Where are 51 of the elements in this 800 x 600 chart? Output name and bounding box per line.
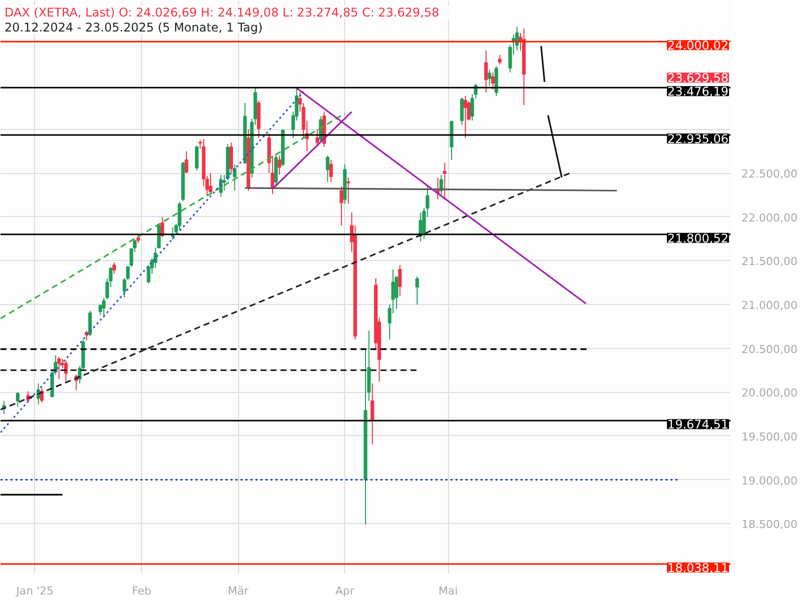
ref-line-label: 19.674,51 [667, 418, 729, 432]
candlestick [278, 155, 282, 176]
candlestick [326, 155, 330, 182]
ref-line-label: 22.935,06 [667, 132, 729, 146]
y-tick-label: 18.500,00 [742, 518, 798, 532]
ref-line-label: 24.000,02 [667, 38, 729, 53]
candlestick [340, 186, 344, 226]
candlestick [415, 276, 419, 306]
y-tick-label: 21.000,00 [742, 299, 798, 312]
candlestick [316, 128, 320, 148]
chart-title: DAX (XETRA, Last) O: 24.026,69 H: 24.149,08 L: 23.274,85 C: 23.629,58 [4, 6, 440, 20]
x-tick-label: Jan '25 [15, 584, 54, 598]
x-tick-label: Mai [438, 584, 458, 598]
candlestick [491, 72, 495, 90]
ref-line-label: 23.476,19 [667, 84, 729, 99]
candlestick [460, 97, 464, 126]
candlestick [515, 26, 519, 51]
candlestick [398, 264, 402, 296]
ref-line-label: 18.038,11 [667, 561, 729, 576]
y-tick-label: 19.500,00 [742, 430, 798, 444]
candlestick [370, 382, 374, 446]
candlestick [194, 145, 199, 171]
candlestick [232, 164, 236, 192]
text: 20.12.2024 - 23.05.2025 (5 Monate, 1 Tag) [4, 20, 263, 34]
candlestick [208, 172, 212, 193]
candlestick [184, 150, 188, 174]
candlestick [112, 262, 116, 274]
y-tick-label: 20.500,00 [742, 342, 798, 356]
ref-line-label: 21.800,52 [667, 231, 729, 246]
candlestick [488, 69, 492, 86]
candlestick [442, 162, 446, 200]
candlestick [464, 96, 468, 139]
candlestick [329, 159, 333, 182]
x-tick-label: Apr [335, 584, 355, 598]
x-tick-label: Mär [228, 584, 249, 598]
candlestick [346, 176, 350, 204]
candlestick [498, 54, 502, 65]
annotation: 23.629,58 [667, 71, 729, 86]
candlestick [88, 310, 92, 337]
y-tick-label: 21.500,00 [742, 255, 798, 268]
y-tick-label: 20.000,00 [742, 386, 798, 400]
candlestick [16, 392, 20, 408]
candlestick [57, 356, 61, 380]
candlestick [178, 202, 182, 231]
y-tick-label: 22.000,00 [742, 211, 798, 224]
candlestick [484, 50, 488, 93]
y-tick-label: 19.000,00 [742, 474, 798, 488]
candlestick [229, 142, 233, 174]
y-tick-label: 22.500,00 [742, 168, 798, 181]
x-tick-label: Feb [132, 584, 152, 598]
candlestick [64, 360, 68, 383]
